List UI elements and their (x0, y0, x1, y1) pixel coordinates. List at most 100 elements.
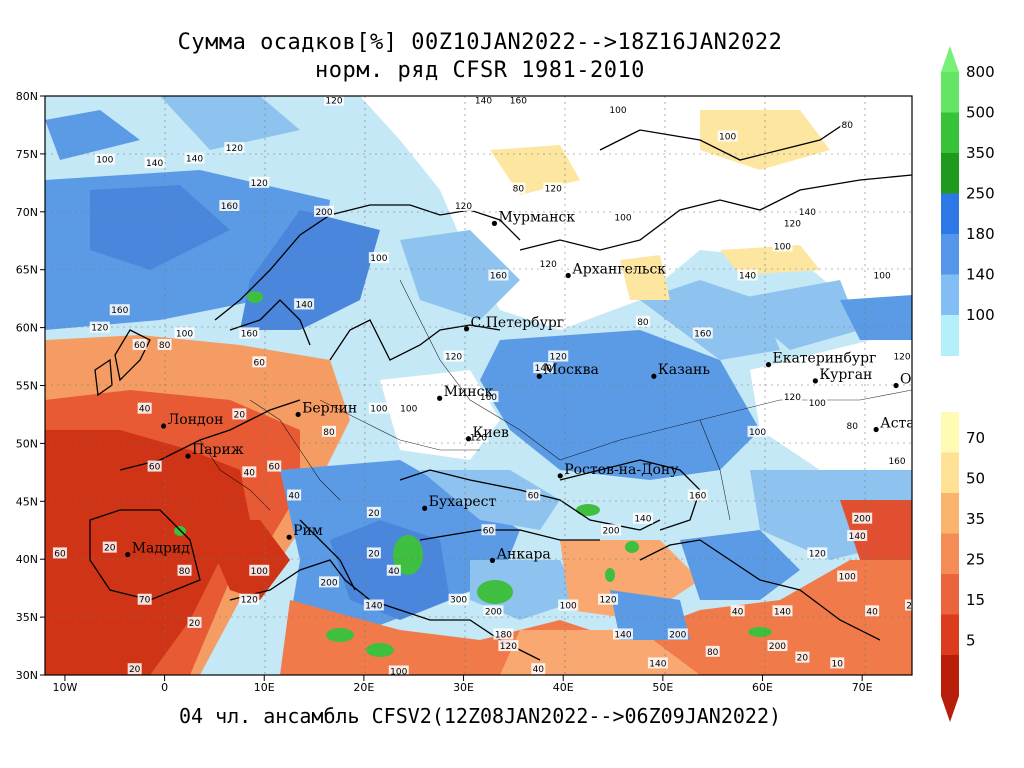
contour-label: 200 (320, 578, 337, 588)
contour-label: 160 (221, 202, 238, 212)
contour-label-bg (147, 460, 162, 472)
contour-label-bg (366, 547, 381, 559)
city-label: Екатеринбург (772, 351, 876, 367)
contour-label-bg (905, 599, 912, 611)
contour-label-bg (368, 252, 389, 264)
colorbar-segment (941, 193, 959, 235)
contour-label-bg (224, 142, 245, 154)
contour-label: 100 (719, 133, 736, 143)
contour-label-bg (705, 645, 720, 657)
city-label: Рим (293, 523, 323, 539)
contour-label-bg (287, 489, 302, 501)
contour-label: 120 (470, 434, 487, 444)
contour-label-bg (872, 269, 893, 281)
colorbar-label: 250 (966, 185, 995, 203)
contour-label: 200 (602, 526, 619, 536)
lat-label: 70N (16, 206, 38, 219)
city-dot (185, 453, 191, 459)
contour-label: 70 (139, 596, 151, 606)
map-title: Сумма осадков[%] 00Z10JAN2022-->18Z16JAN… (177, 30, 783, 55)
colorbar-segment (941, 112, 959, 154)
contour-label: 160 (888, 457, 905, 467)
contour-label-bg (483, 605, 504, 617)
contour-label-bg (448, 593, 469, 605)
contour-label-bg (730, 605, 745, 617)
contour-label-bg (508, 96, 529, 106)
contour-label-bg (137, 402, 152, 414)
contour-label-bg (386, 564, 401, 576)
colorbar-segment (941, 72, 959, 113)
city-markers: Мурманск Архангельск С.Петербург Екатеринбу… (125, 209, 912, 563)
lon-label: 0 (161, 681, 168, 694)
contour-label-bg (473, 96, 494, 106)
contour-label: 200 (315, 208, 332, 218)
contour-label-bg (772, 240, 793, 252)
lat-label: 75N (16, 148, 38, 161)
contour-label: 100 (400, 405, 417, 415)
city-label: Лондон (168, 412, 224, 428)
colorbar-segment (941, 234, 959, 275)
contour-label: 120 (226, 144, 243, 154)
contour-label: 100 (251, 567, 268, 577)
contour-label-bg (782, 217, 803, 229)
contour-label-bg (324, 96, 344, 106)
contour-label: 100 (370, 405, 387, 415)
contour-label: 60 (483, 526, 495, 536)
contour-label: 80 (846, 422, 858, 432)
contour-label: 100 (609, 106, 626, 116)
contour-label: 200 (669, 630, 686, 640)
city-dot (491, 220, 498, 226)
contour-label-bg (613, 628, 633, 640)
contour-label-bg (137, 593, 152, 605)
contour-label-bg (747, 425, 768, 437)
contour-label-bg (772, 605, 793, 617)
lat-label: 55N (16, 380, 38, 393)
contour-label-bg (187, 616, 202, 628)
contour-label-bg (608, 103, 629, 115)
contour-label-bg (687, 489, 708, 501)
lon-label: 20E (353, 681, 374, 694)
contour-label: 120 (809, 549, 826, 559)
colorbar-segment (941, 614, 959, 656)
contour-label-bg (845, 420, 860, 432)
colorbar-segment (941, 274, 959, 316)
latitude-axis: 80N 75N 70N 65N 60N 55N 50N 45N 40N 35N 30N (16, 90, 45, 682)
contour-label: 60 (134, 341, 146, 351)
lon-label: 10W (52, 681, 77, 694)
lat-label: 45N (16, 495, 38, 508)
contour-label: 20 (189, 619, 201, 629)
contour-label: 40 (288, 492, 300, 502)
city-label: Минск (444, 384, 494, 400)
lat-label: 50N (16, 437, 38, 450)
contour-label: 100 (839, 573, 856, 583)
city-label: Курган (819, 367, 872, 383)
contour-label-bg (837, 570, 858, 582)
contour-label: 120 (325, 97, 342, 107)
lon-label: 70E (852, 681, 873, 694)
contour-label-bg (239, 327, 260, 339)
contour-label-bg (865, 605, 880, 617)
colorbar-segment (941, 493, 959, 534)
contour-label: 120 (599, 596, 616, 606)
city-label: Берлин (302, 400, 357, 416)
contour-label-bg (366, 506, 381, 518)
contour-label: 160 (689, 492, 706, 502)
contour-label: 40 (244, 468, 256, 478)
contour-label-bg (717, 130, 738, 142)
colorbar-segment (941, 533, 959, 575)
colorbar-bottom-arrow (941, 696, 959, 722)
contour-label: 40 (866, 607, 878, 617)
contour-label-bg (398, 402, 419, 414)
contour-label-bg (157, 338, 172, 350)
colorbar-label: 800 (966, 63, 995, 81)
city-label: Мурманск (498, 209, 575, 225)
lat-label: 60N (16, 322, 38, 335)
contour-label-bg (737, 269, 758, 281)
city-dot (873, 426, 879, 433)
contour-label: 120 (455, 202, 472, 212)
ensemble-footer: 04 чл. ансамбль CFSV2(12Z08JAN2022-->06Z… (178, 704, 782, 728)
lat-label: 30N (16, 669, 38, 682)
city-dot (463, 326, 470, 332)
contour-label: 120 (500, 642, 517, 652)
